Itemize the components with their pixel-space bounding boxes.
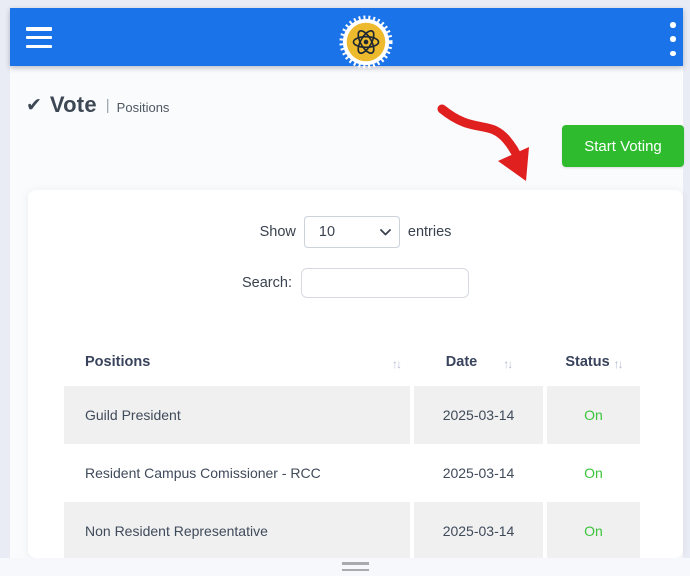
sort-icon[interactable]: ↑↓	[392, 357, 402, 371]
sort-icon[interactable]: ↑↓	[503, 357, 513, 371]
search-input[interactable]	[300, 268, 469, 298]
page-length-control: Show 10 entries	[28, 216, 683, 248]
table-row: Guild President 2025-03-14 On	[64, 386, 640, 444]
position-cell: Guild President	[64, 386, 410, 444]
breadcrumb-subtitle: Positions	[116, 99, 170, 115]
entries-select[interactable]: 10	[303, 216, 400, 248]
column-header-status[interactable]: Status ↑↓	[547, 338, 640, 386]
column-label: Positions	[85, 354, 151, 370]
date-cell: 2025-03-14	[414, 386, 543, 444]
positions-card: Show 10 entries Search: Positions ↑↓ Dat…	[28, 190, 683, 558]
column-label: Status	[565, 354, 610, 370]
search-label: Search:	[242, 275, 292, 291]
bottom-strip	[0, 558, 690, 576]
chevron-down-icon	[379, 228, 391, 235]
entries-label: entries	[407, 224, 452, 240]
column-header-positions[interactable]: Positions ↑↓	[64, 338, 410, 386]
status-badge: On	[547, 386, 640, 444]
status-badge: On	[584, 465, 603, 481]
column-label: Date	[445, 354, 478, 370]
position-cell: Resident Campus Comissioner - RCC	[85, 465, 321, 481]
date-cell: 2025-03-14	[442, 465, 515, 481]
hamburger-menu-icon[interactable]	[26, 27, 52, 48]
table-body: Guild President 2025-03-14 On Resident C…	[64, 386, 640, 558]
check-icon: ✔	[26, 94, 42, 116]
app-bar	[10, 8, 683, 69]
table-row: Non Resident Representative 2025-03-14 O…	[64, 502, 640, 558]
start-voting-button[interactable]: Start Voting	[562, 125, 684, 167]
positions-table: Positions ↑↓ Date ↑↓ Status ↑↓ Guild Pre…	[64, 338, 640, 558]
show-label: Show	[259, 224, 296, 240]
overflow-menu-icon[interactable]	[665, 22, 681, 56]
entries-select-value: 10	[318, 224, 336, 240]
sort-icon[interactable]: ↑↓	[613, 357, 624, 371]
page-title: Vote	[49, 92, 97, 117]
column-header-date[interactable]: Date ↑↓	[414, 338, 543, 386]
status-badge: On	[547, 502, 640, 558]
table-row: Resident Campus Comissioner - RCC 2025-0…	[64, 444, 640, 502]
position-cell: Non Resident Representative	[64, 502, 410, 558]
table-header-row: Positions ↑↓ Date ↑↓ Status ↑↓	[64, 338, 640, 386]
search-control: Search:	[28, 268, 683, 298]
breadcrumb-divider: |	[105, 96, 110, 114]
date-cell: 2025-03-14	[414, 502, 543, 558]
app-logo-atom-gear	[339, 15, 393, 69]
resize-drag-handle[interactable]	[342, 562, 369, 571]
page-heading: ✔ Vote | Positions	[26, 92, 169, 118]
